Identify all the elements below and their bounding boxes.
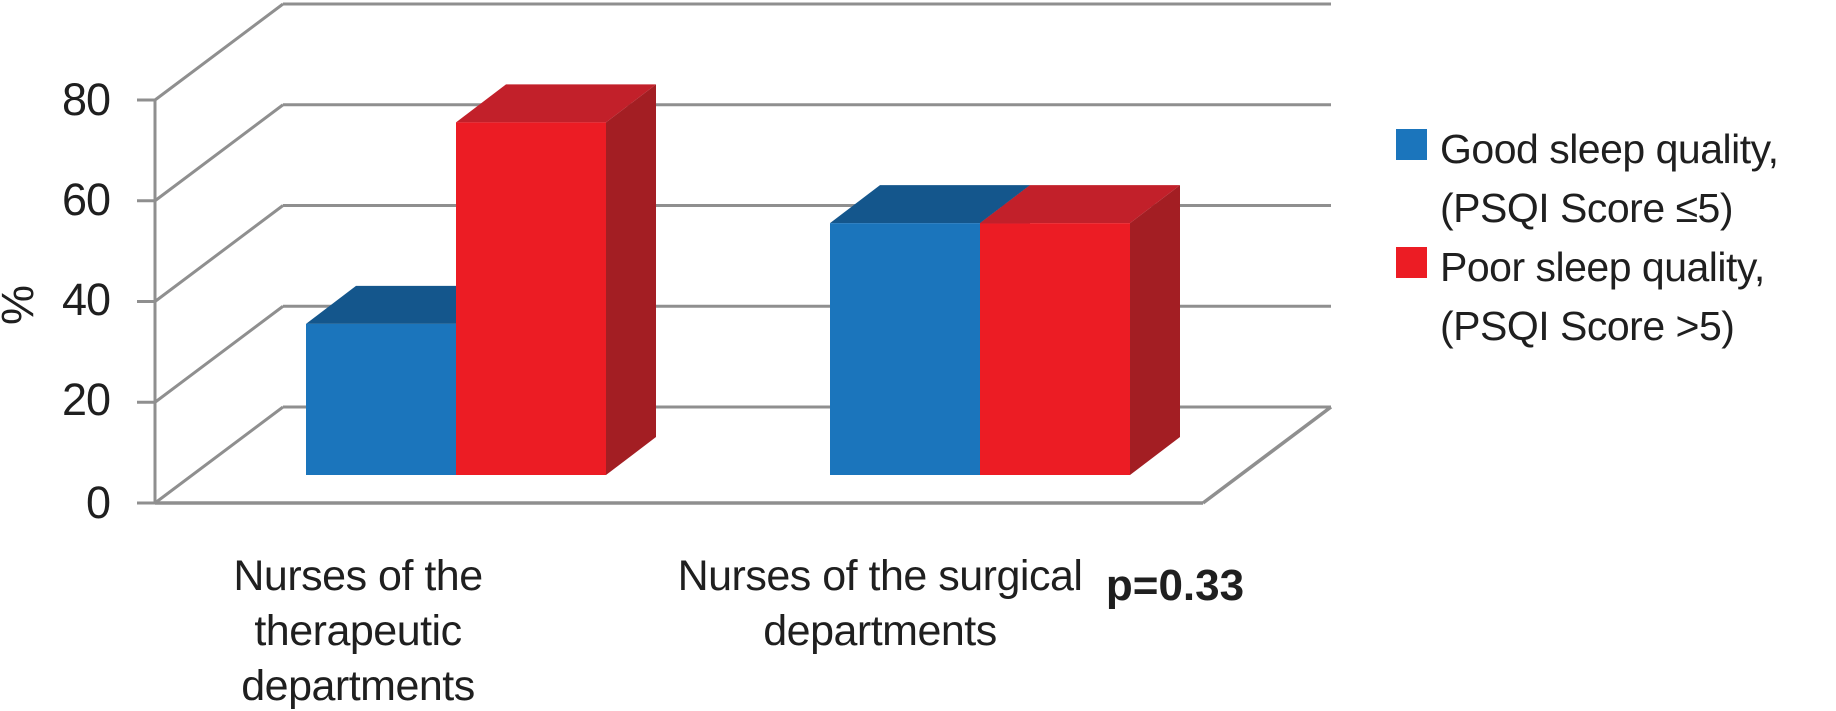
category-label-surgical: Nurses of the surgical departments	[620, 549, 1140, 659]
legend-item-poor-sleep: Poor sleep quality, (PSQI Score >5)	[1396, 238, 1778, 356]
category-label-line: therapeutic	[254, 607, 462, 655]
category-label-line: departments	[241, 662, 475, 710]
legend-label-line: Poor sleep quality,	[1440, 244, 1765, 290]
legend-item-good-sleep: Good sleep quality, (PSQI Score ≤5)	[1396, 120, 1779, 238]
category-label-line: Nurses of the	[233, 552, 483, 600]
y-tick-80: 80	[61, 74, 111, 125]
y-tick-40: 40	[61, 274, 111, 325]
y-tick-20: 20	[61, 374, 111, 425]
y-tick-60: 60	[61, 174, 111, 225]
legend-label-poor-sleep: Poor sleep quality, (PSQI Score >5)	[1440, 238, 1765, 356]
legend-swatch-good-sleep-icon	[1396, 129, 1427, 160]
legend-label-line: (PSQI Score ≤5)	[1440, 185, 1733, 231]
category-label-line: Nurses of the surgical	[677, 552, 1083, 600]
legend: Good sleep quality, (PSQI Score ≤5) Poor…	[1396, 120, 1779, 356]
legend-label-line: Good sleep quality,	[1440, 126, 1779, 172]
legend-label-line: (PSQI Score >5)	[1440, 303, 1735, 349]
bar-poor-sleep-surgical	[980, 185, 1180, 475]
y-tick-0: 0	[85, 477, 111, 528]
p-value-annotation: p=0.33	[1105, 561, 1245, 610]
legend-swatch-poor-sleep-icon	[1396, 247, 1427, 278]
bar-poor-sleep-therapeutic	[456, 84, 656, 475]
category-label-therapeutic: Nurses of the therapeutic departments	[98, 549, 618, 711]
legend-label-good-sleep: Good sleep quality, (PSQI Score ≤5)	[1440, 120, 1779, 238]
category-label-line: departments	[763, 607, 997, 655]
